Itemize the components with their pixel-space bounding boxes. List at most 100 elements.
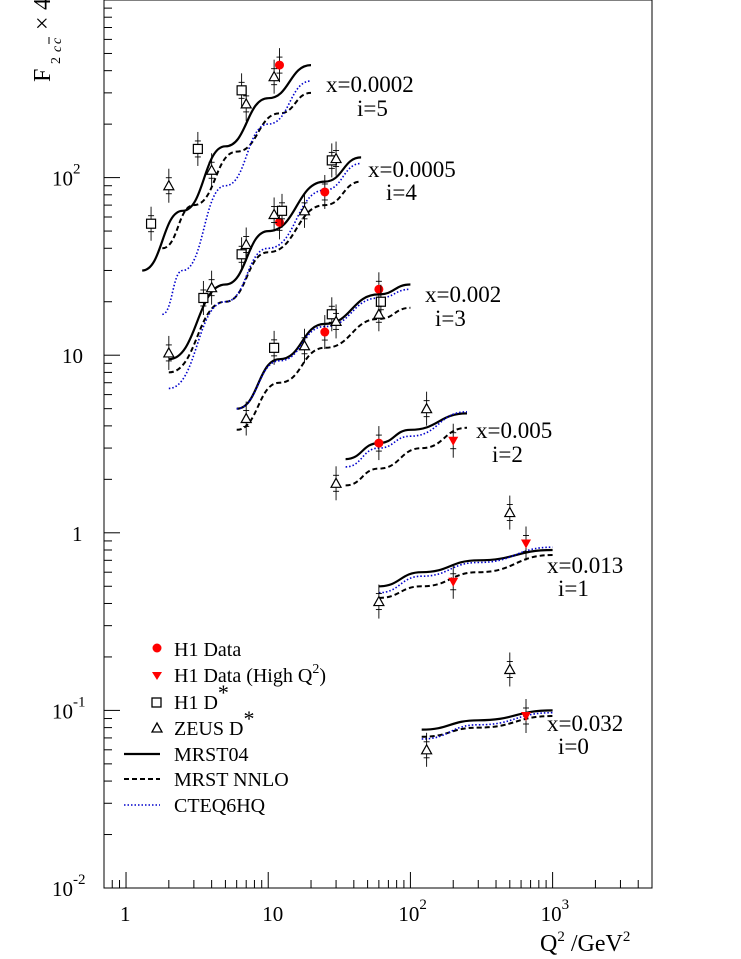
zeus-dstar-point: [268, 70, 281, 82]
y-tick-label: 10-1: [52, 694, 86, 723]
y-tick-label-base: 10: [52, 699, 73, 723]
legend-marker-h1-data: [152, 643, 162, 653]
x-tick-label-base: 1: [120, 902, 131, 926]
h1-data-point: [274, 60, 284, 70]
cteq6hq-curve: [168, 162, 362, 390]
x-tick-label: 10: [262, 902, 283, 926]
legend-label-h1-high-q2: H1 Data (High Q2): [174, 662, 326, 687]
zeus-dstar-point: [503, 506, 516, 518]
y-tick-label: 102: [52, 162, 81, 191]
y-axis-title: F 2 c c × 4: [30, 0, 65, 82]
y-axis-title-sub: 2: [49, 57, 64, 64]
h1-dstar-point: [276, 205, 288, 216]
bin-label-i: i=1: [558, 576, 589, 601]
x-axis-title-sup: 2: [557, 929, 565, 945]
legend-text: H1 D: [174, 692, 218, 714]
legend-text: H1 Data (High Q: [174, 665, 313, 687]
mrst04-curve: [168, 156, 362, 361]
cteq6hq-curve: [236, 288, 411, 410]
theory-curves: [141, 64, 553, 740]
zeus-dstar-point: [330, 152, 343, 164]
mrst-nnlo-curve: [236, 306, 411, 431]
y-tick-label: 1: [72, 522, 83, 546]
x-axis-title: Q2 /GeV2: [540, 929, 630, 957]
x-tick-label: 102: [398, 897, 427, 926]
zeus-dstar-point: [298, 339, 311, 351]
x-tick-label-base: 10: [541, 902, 562, 926]
h1-high-q2-point: [448, 577, 459, 587]
zeus-dstar-point: [420, 402, 433, 414]
bin-label-i: i=3: [435, 306, 466, 331]
bin-labels: x=0.0002 i=5 x=0.0005 i=4 x=0.002 i=3 x=…: [326, 72, 623, 759]
y-tick-label-base: 10: [52, 167, 73, 191]
x-tick-label-base: 10: [398, 902, 419, 926]
h1-dstar-point: [192, 143, 203, 155]
legend-label-mrst04: MRST04: [174, 744, 248, 766]
legend-label-h1-dstar: H1 D*: [174, 680, 229, 714]
mrst-nnlo-curve: [421, 715, 553, 738]
mrst-nnlo-curve: [345, 426, 468, 487]
svg-text:F: F: [30, 69, 56, 82]
y-axis-title-text: F: [30, 69, 56, 82]
bin-label-x: x=0.013: [547, 553, 623, 578]
h1-data-point: [374, 438, 384, 448]
zeus-dstar-point: [372, 308, 385, 319]
h1-high-q2-point: [521, 539, 532, 549]
legend: H1 Data H1 Data (High Q2) H1 D* ZEUS D* …: [124, 639, 326, 817]
h1-high-q2-point: [448, 436, 459, 446]
zeus-dstar-point: [162, 179, 175, 191]
x-axis-title-mid: /GeV: [565, 931, 624, 957]
zeus-dstar-point: [330, 315, 343, 326]
h1-dstar-point: [236, 85, 247, 96]
zeus-dstar-point: [298, 204, 311, 216]
y-tick-label: 10-2: [52, 872, 86, 901]
x-axis: 1 10 102 103: [103, 872, 653, 926]
legend-sup: *: [243, 706, 254, 731]
cteq6hq-curve: [345, 411, 468, 468]
x-tick-label-exp: 3: [562, 897, 570, 913]
h1-dstar-point: [375, 296, 386, 307]
y-tick-label-exp: -2: [73, 872, 86, 888]
bin-label-i: i=2: [492, 442, 523, 467]
h1-dstar-point: [269, 342, 280, 353]
bin-label-x: x=0.0002: [326, 72, 414, 97]
y-axis-title-four: 4: [30, 0, 56, 10]
legend-text: ZEUS D: [174, 718, 243, 740]
zeus-dstar-point: [330, 477, 343, 488]
mrst04-curve: [141, 64, 312, 272]
y-axis-title-times: ×: [30, 16, 56, 30]
y-axis-title-sub: c: [50, 45, 65, 52]
mrst-nnlo-curve: [162, 91, 312, 250]
mrst04-curve: [345, 412, 468, 461]
bin-label-x: x=0.002: [425, 282, 501, 307]
zeus-dstar-point: [205, 164, 218, 175]
h1-dstar-point: [145, 218, 157, 229]
x-tick-label-base: 10: [262, 902, 283, 926]
plot-frame: [103, 0, 653, 889]
y-tick-label-exp: -1: [73, 694, 86, 710]
legend-suffix: ): [319, 665, 326, 687]
y-tick-label-base: 1: [72, 522, 83, 546]
h1-dstar-point: [198, 292, 209, 304]
bin-label-x: x=0.0005: [368, 157, 456, 182]
zeus-dstar-point: [240, 238, 253, 250]
y-tick-label-base: 10: [52, 877, 73, 901]
bin-label-x: x=0.005: [476, 418, 552, 443]
bin-label-i: i=4: [386, 180, 417, 205]
x-tick-label: 103: [541, 897, 570, 926]
y-tick-label: 10: [62, 344, 83, 368]
bin-label-i: i=5: [357, 96, 388, 121]
legend-marker-h1-high-q2: [152, 672, 162, 680]
mrst-nnlo-curve: [168, 180, 362, 374]
y-tick-label-base: 10: [62, 344, 83, 368]
legend-label-cteq6hq: CTEQ6HQ: [174, 795, 266, 817]
h1-data-point: [374, 284, 384, 294]
cteq6hq-curve: [161, 80, 312, 316]
cteq6hq-curve: [378, 546, 553, 594]
h1-high-q2-point: [521, 711, 532, 721]
legend-marker-zeus-dstar: [150, 721, 164, 733]
zeus-dstar-point: [205, 281, 218, 293]
y-tick-label-exp: 2: [73, 162, 81, 178]
h1-data-point: [320, 327, 330, 337]
